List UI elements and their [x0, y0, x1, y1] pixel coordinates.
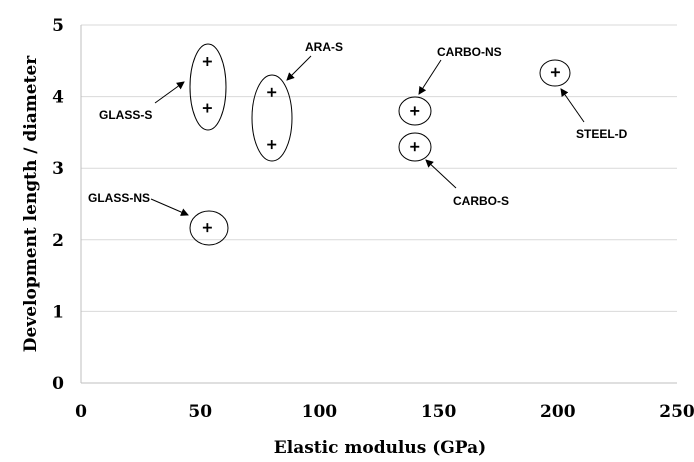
- annotation-arrow: [418, 59, 442, 95]
- group-ellipse: [539, 59, 571, 87]
- annotation-arrow: [560, 88, 585, 123]
- annotation: CARBO-NS: [418, 45, 502, 95]
- x-tick-label: 100: [302, 402, 338, 422]
- data-point: [202, 57, 212, 67]
- y-tick-label: 3: [52, 159, 64, 179]
- group-ellipse: [189, 210, 229, 246]
- data-point: [267, 87, 277, 97]
- annotation-arrow: [286, 55, 312, 81]
- annotation: GLASS-S: [99, 81, 185, 122]
- annotation-label: STEEL-D: [576, 127, 628, 141]
- data-point: [202, 103, 212, 113]
- data-point: [267, 140, 277, 150]
- annotations: GLASS-S ARA-S CARBO-NS CARBO-S STEEL-D GLASS-…: [88, 40, 628, 216]
- annotation-label: CARBO-NS: [437, 45, 502, 59]
- annotation: GLASS-NS: [88, 191, 189, 216]
- annotation-arrow: [154, 81, 185, 104]
- x-tick-label: 0: [75, 402, 87, 422]
- y-tick-label: 4: [52, 88, 64, 108]
- group-ellipse: [189, 43, 227, 131]
- annotation-label: ARA-S: [305, 40, 343, 54]
- x-tick-label: 250: [659, 402, 694, 422]
- y-axis-title: Development length / diameter: [21, 55, 41, 352]
- axes: [80, 25, 677, 384]
- group-ellipse: [251, 74, 293, 162]
- data-points: [202, 57, 560, 233]
- group-ellipse: [398, 96, 432, 126]
- x-axis-title: Elastic modulus (GPa): [274, 438, 486, 458]
- y-tick-label: 5: [52, 16, 64, 36]
- gridlines: [81, 24, 677, 312]
- annotation-label: CARBO-S: [453, 194, 509, 208]
- annotation-label: GLASS-S: [99, 108, 152, 122]
- y-tick-label: 0: [52, 374, 64, 394]
- group-ellipse: [398, 132, 432, 162]
- annotation-label: GLASS-NS: [88, 191, 150, 205]
- group-ellipses: [189, 43, 571, 246]
- annotation-arrow: [150, 198, 189, 216]
- y-tick-labels: 0 1 2 3 4 5: [52, 16, 64, 394]
- annotation: STEEL-D: [560, 88, 628, 141]
- x-tick-label: 150: [421, 402, 457, 422]
- data-point: [202, 223, 212, 233]
- y-tick-label: 2: [52, 231, 64, 251]
- data-point: [550, 67, 560, 77]
- y-tick-label: 1: [52, 302, 64, 322]
- x-tick-labels: 0 50 100 150 200 250: [75, 402, 694, 422]
- data-point: [410, 142, 420, 152]
- annotation: ARA-S: [286, 40, 343, 81]
- annotation: CARBO-S: [425, 159, 509, 208]
- x-tick-label: 50: [188, 402, 212, 422]
- data-point: [410, 106, 420, 116]
- x-tick-label: 200: [540, 402, 576, 422]
- annotation-arrow: [425, 159, 457, 189]
